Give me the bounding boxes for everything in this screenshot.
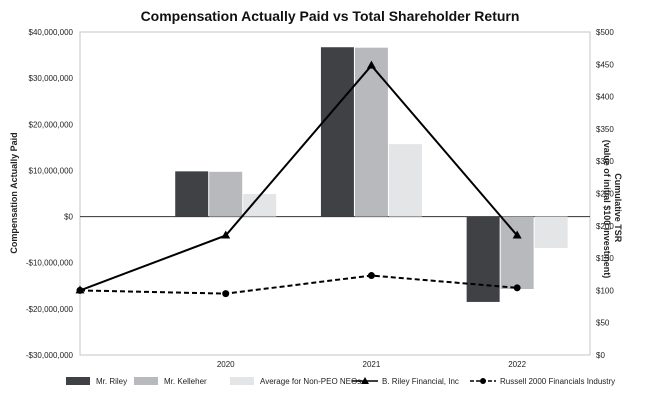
bar-mr-kelleher-2022	[500, 216, 534, 290]
point-2019	[76, 286, 84, 294]
bar-average-for-non-peo-neos-2021	[388, 144, 422, 217]
y2-tick-label: $0	[596, 351, 605, 360]
bar-mr-kelleher-2021	[354, 47, 388, 217]
x-tick-label: 2022	[508, 360, 526, 369]
x-tick-label: 2021	[363, 360, 381, 369]
y2-tick-label: $450	[596, 60, 614, 69]
y2-tick-label: $100	[596, 286, 614, 295]
point-2021	[367, 272, 375, 280]
x-tick-label: 2020	[217, 360, 235, 369]
point-2020	[221, 230, 231, 239]
point-2022	[512, 230, 522, 239]
y-axis-title: Compensation Actually Paid	[9, 132, 19, 253]
bar-mr-kelleher-2020	[209, 171, 243, 217]
legend-marker	[361, 377, 369, 384]
y-tick-label: -$20,000,000	[26, 305, 74, 314]
legend-label: Russell 2000 Financials Industry	[500, 377, 615, 386]
legend: Mr. Riley Mr. Kelleher Average for Non-PEO…	[66, 377, 615, 386]
y2-tick-label: $50	[596, 319, 610, 328]
y2-tick-label: $150	[596, 254, 614, 263]
point-2021	[366, 60, 376, 69]
y2-tick-label: $300	[596, 157, 614, 166]
legend-swatch	[134, 377, 158, 385]
legend-label: Mr. Riley	[96, 377, 127, 386]
plot-area-frame	[79, 31, 591, 356]
y2-tick-label: $250	[596, 190, 614, 199]
chart-title: Compensation Actually Paid vs Total Shar…	[141, 8, 520, 24]
line-b-riley-financial-inc	[79, 64, 518, 292]
y-tick-label: -$10,000,000	[26, 259, 74, 268]
y-tick-label: $40,000,000	[29, 28, 74, 37]
line-russell-2000-financials-industry	[79, 274, 518, 295]
bar-mr-riley-2020	[175, 171, 209, 217]
legend-label: Average for Non-PEO NEOs	[260, 377, 361, 386]
bar-mr-riley-2021	[320, 47, 354, 217]
legend-label: Mr. Kelleher	[164, 377, 207, 386]
legend-label: B. Riley Financial, Inc	[382, 377, 459, 386]
legend-swatch	[230, 377, 254, 385]
bar-average-for-non-peo-neos-2022	[534, 216, 568, 248]
y2-axis-title: Cumulative TSR (value of initial $100 in…	[602, 140, 623, 279]
y2-tick-label: $350	[596, 125, 614, 134]
bar-mr-riley-2022	[466, 216, 500, 302]
y-tick-label: $10,000,000	[29, 166, 74, 175]
y-tick-label: $0	[64, 213, 73, 222]
y2-tick-label: $500	[596, 28, 614, 37]
y-tick-label: $20,000,000	[29, 120, 74, 129]
y2-tick-label: $200	[596, 222, 614, 231]
y-tick-label: -$30,000,000	[26, 351, 74, 360]
point-2020	[222, 290, 230, 298]
legend-marker	[480, 378, 486, 384]
y2-tick-label: $400	[596, 93, 614, 102]
y-tick-label: $30,000,000	[29, 74, 74, 83]
bar-average-for-non-peo-neos-2020	[243, 193, 277, 217]
legend-swatch	[66, 377, 90, 385]
point-2022	[513, 284, 521, 292]
